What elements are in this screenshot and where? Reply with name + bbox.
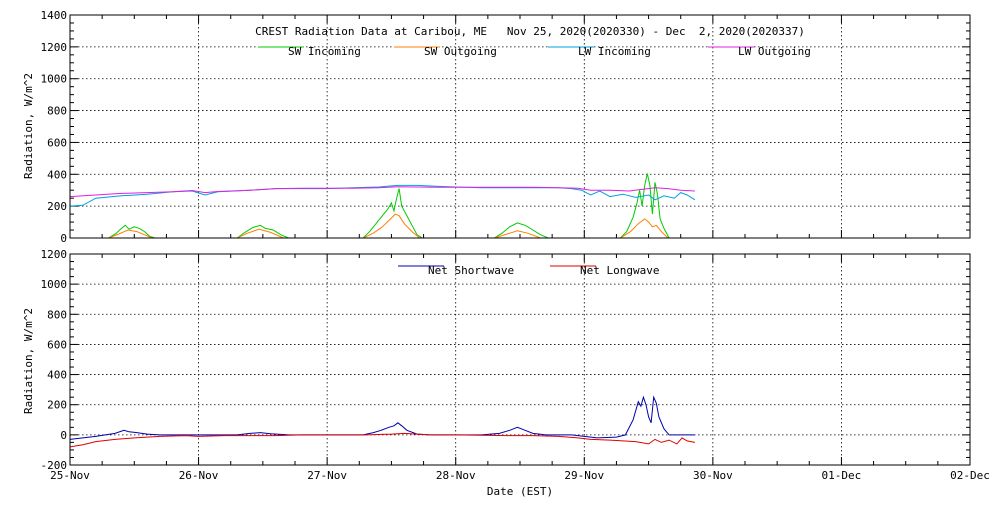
y-tick-label: -200 — [41, 459, 68, 472]
y-tick-label: 800 — [47, 308, 67, 321]
x-tick-label: 27-Nov — [307, 469, 347, 482]
series-line-lw-incoming — [69, 184, 696, 207]
y-tick-label: 600 — [47, 136, 67, 149]
y-tick-label: 1000 — [41, 73, 68, 86]
y-tick-label: 1400 — [41, 9, 68, 22]
x-tick-label: 02-Dec — [950, 469, 990, 482]
legend-label: LW Incoming — [578, 45, 651, 58]
series-line-net-shortwave — [69, 395, 695, 440]
chart-title: CREST Radiation Data at Caribou, ME Nov … — [255, 25, 805, 38]
top-y-axis-label: Radiation, W/m^2 — [22, 73, 35, 179]
bottom-panel-net-radiation: -200 0 200 400 600 800 1000 1200 25-Nov 26-Nov 27-… — [41, 248, 990, 482]
series-line-net-longwave — [69, 432, 695, 448]
x-tick-label: 01-Dec — [822, 469, 862, 482]
y-tick-label: 1000 — [41, 278, 68, 291]
y-tick-label: 400 — [47, 168, 67, 181]
plot-frame — [69, 253, 971, 466]
bottom-y-axis-label: Radiation, W/m^2 — [22, 308, 35, 414]
y-tick-label: 0 — [60, 429, 67, 442]
x-tick-label: 26-Nov — [179, 469, 219, 482]
y-tick-label: 200 — [47, 200, 67, 213]
y-tick-label: 1200 — [41, 41, 68, 54]
x-axis-label: Date (EST) — [487, 485, 553, 498]
series-line-sw-incoming — [108, 173, 670, 239]
plot-frame — [69, 14, 971, 239]
x-tick-label: 25-Nov — [50, 469, 90, 482]
y-tick-label: 600 — [47, 338, 67, 351]
legend-label: SW Incoming — [288, 45, 361, 58]
y-tick-label: 1200 — [41, 248, 68, 261]
x-tick-label: 29-Nov — [564, 469, 604, 482]
legend-label: SW Outgoing — [424, 45, 497, 58]
y-tick-label: 800 — [47, 105, 67, 118]
x-tick-label: 30-Nov — [693, 469, 733, 482]
x-tick-label: 28-Nov — [436, 469, 476, 482]
y-tick-label: 200 — [47, 399, 67, 412]
legend-label: Net Longwave — [580, 264, 659, 277]
y-tick-label: 0 — [60, 232, 67, 245]
series-line-lw-outgoing — [69, 186, 695, 198]
y-tick-label: 400 — [47, 369, 67, 382]
legend-label: Net Shortwave — [428, 264, 514, 277]
top-panel-incoming-outgoing: 0 200 400 600 800 1000 1200 1400 SW Incoming SW O… — [41, 9, 971, 245]
legend-label: LW Outgoing — [738, 45, 811, 58]
